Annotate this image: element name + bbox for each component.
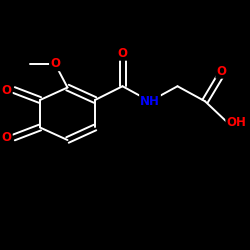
Text: O: O <box>2 84 12 96</box>
Text: NH: NH <box>140 95 160 108</box>
Text: OH: OH <box>226 116 246 129</box>
Text: O: O <box>2 131 12 144</box>
Text: O: O <box>216 65 226 78</box>
Text: O: O <box>50 57 60 70</box>
Text: O: O <box>118 47 128 60</box>
